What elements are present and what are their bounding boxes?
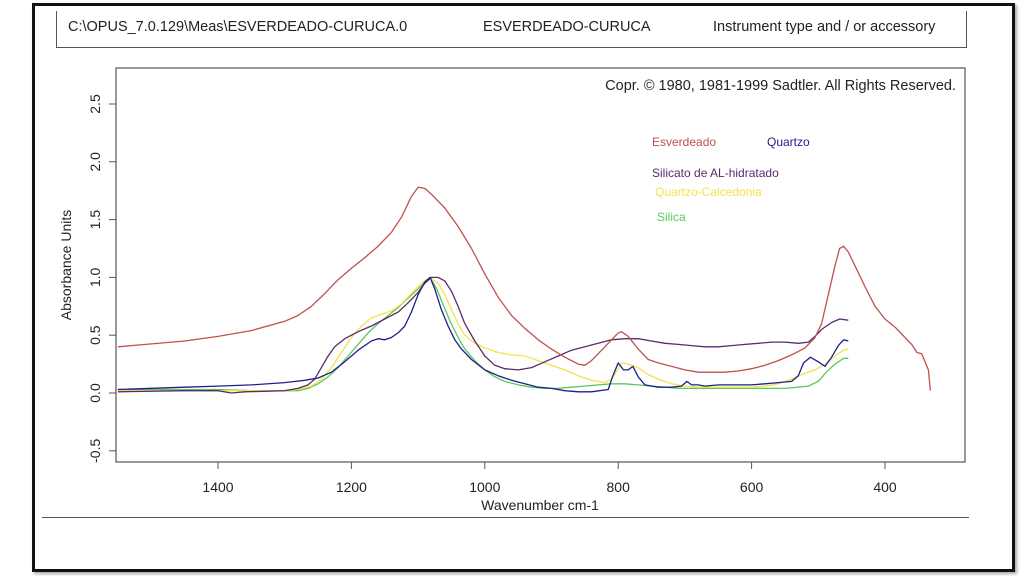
copyright-note: Copr. © 1980, 1981-1999 Sadtler. All Rig…: [605, 78, 956, 94]
series-line-quartzo-calcedonia: [117, 276, 849, 392]
legend-esverdeado: Esverdeado: [652, 135, 716, 149]
legend-quartzo: Quartzo: [767, 135, 810, 149]
header-box: [56, 11, 967, 48]
y-tick-label: 0.5: [87, 325, 103, 345]
y-tick-label: 1.5: [87, 210, 103, 230]
y-tick-label: 0.0: [87, 383, 103, 403]
y-tick-label: 2.5: [87, 94, 103, 114]
x-tick-label: 800: [607, 479, 631, 495]
y-axis: -0.5 0.0 0.5 1.0 1.5 2.0 2.5: [87, 94, 116, 463]
series-line-quartzo: [117, 276, 849, 393]
y-tick-label: -0.5: [87, 439, 103, 463]
sample-name: ESVERDEADO-CURUCA: [483, 19, 651, 35]
x-tick-label: 600: [740, 479, 764, 495]
legend-silica: Silica: [657, 210, 686, 224]
y-tick-label: 2.0: [87, 152, 103, 172]
x-tick-label: 1200: [336, 479, 367, 495]
x-tick-label: 400: [873, 479, 897, 495]
instrument-type: Instrument type and / or accessory: [713, 19, 936, 35]
window-frame: [32, 3, 1015, 572]
series-lines: [117, 186, 932, 394]
series-line-esverdeado: [117, 186, 932, 391]
file-path: C:\OPUS_7.0.129\Meas\ESVERDEADO-CURUCA.0: [68, 19, 408, 35]
x-tick-label: 1000: [469, 479, 500, 495]
x-tick-label: 1400: [202, 479, 233, 495]
series-line-silica: [117, 276, 849, 392]
y-tick-label: 1.0: [87, 267, 103, 287]
y-axis-title: Absorbance Units: [58, 210, 74, 321]
series-line-silicato-de-al-hidratado: [117, 276, 849, 394]
x-axis-title: Wavenumber cm-1: [481, 497, 599, 513]
plot-area: [115, 67, 966, 463]
legend-quartzo-calcedonia: Quartzo-Calcedonia: [655, 185, 762, 199]
legend-silicato: Silicato de AL-hidratado: [652, 166, 779, 180]
bottom-rule: [42, 517, 969, 518]
x-axis: 1400 1200 1000 800 600 400: [202, 462, 897, 495]
